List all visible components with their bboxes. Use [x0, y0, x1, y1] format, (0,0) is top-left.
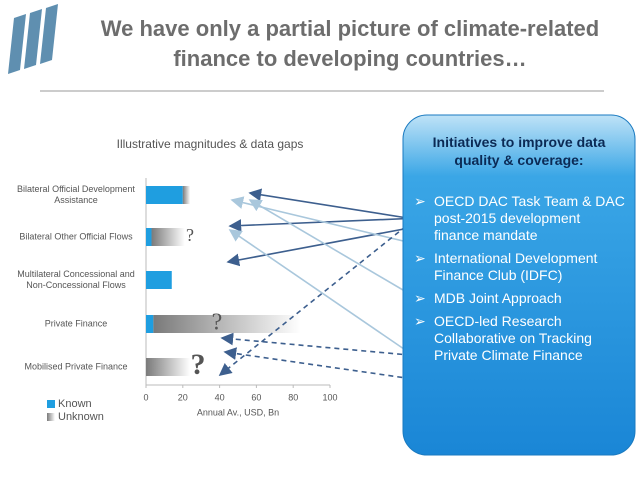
bar-segment	[182, 186, 191, 204]
bar-segment	[153, 315, 301, 333]
initiative-item: OECD-led Research Collaborative on Track…	[412, 313, 627, 364]
category-label: Multilateral Concessional and Non-Conces…	[17, 269, 135, 290]
bar-segment	[146, 358, 191, 376]
initiatives-list: OECD DAC Task Team & DAC post-2015 devel…	[412, 193, 627, 370]
unknown-mark: ?	[186, 225, 194, 245]
category-label: Bilateral Other Official Flows	[19, 231, 133, 242]
category-label: Bilateral Official Development Assistanc…	[17, 184, 135, 205]
plot-area: Illustrative magnitudes & data gaps Annua…	[47, 137, 338, 423]
x-axis-label: Annual Av., USD, Bn	[197, 407, 279, 417]
x-tick-label: 100	[322, 392, 337, 402]
legend-swatch	[47, 413, 55, 421]
bar-segment	[146, 315, 154, 333]
bar-segment	[151, 228, 185, 246]
legend-label: Known	[58, 398, 92, 410]
bar-segment	[146, 271, 172, 289]
initiative-item: International Development Finance Club (…	[412, 250, 627, 284]
logo	[8, 4, 58, 74]
initiative-item: MDB Joint Approach	[412, 290, 627, 307]
category-label: Private Finance	[44, 318, 108, 329]
initiative-item: OECD DAC Task Team & DAC post-2015 devel…	[412, 193, 627, 244]
bar-segment	[146, 228, 152, 246]
bar-segment	[146, 186, 183, 204]
category-label: Mobilised Private Finance	[24, 361, 128, 372]
x-tick-label: 80	[288, 392, 298, 402]
x-tick-label: 40	[215, 392, 225, 402]
initiatives-title: Initiatives to improve data quality & co…	[432, 134, 606, 168]
x-tick-label: 20	[178, 392, 188, 402]
x-tick-label: 60	[251, 392, 261, 402]
unknown-mark: ?	[212, 310, 223, 336]
unknown-mark: ?	[191, 348, 206, 381]
slide-title: We have only a partial picture of climat…	[100, 16, 600, 71]
x-tick-label: 0	[143, 392, 148, 402]
arrows	[218, 188, 421, 381]
legend-label: Unknown	[58, 411, 104, 423]
chart-title: Illustrative magnitudes & data gaps	[117, 137, 304, 151]
legend-swatch	[47, 400, 55, 408]
